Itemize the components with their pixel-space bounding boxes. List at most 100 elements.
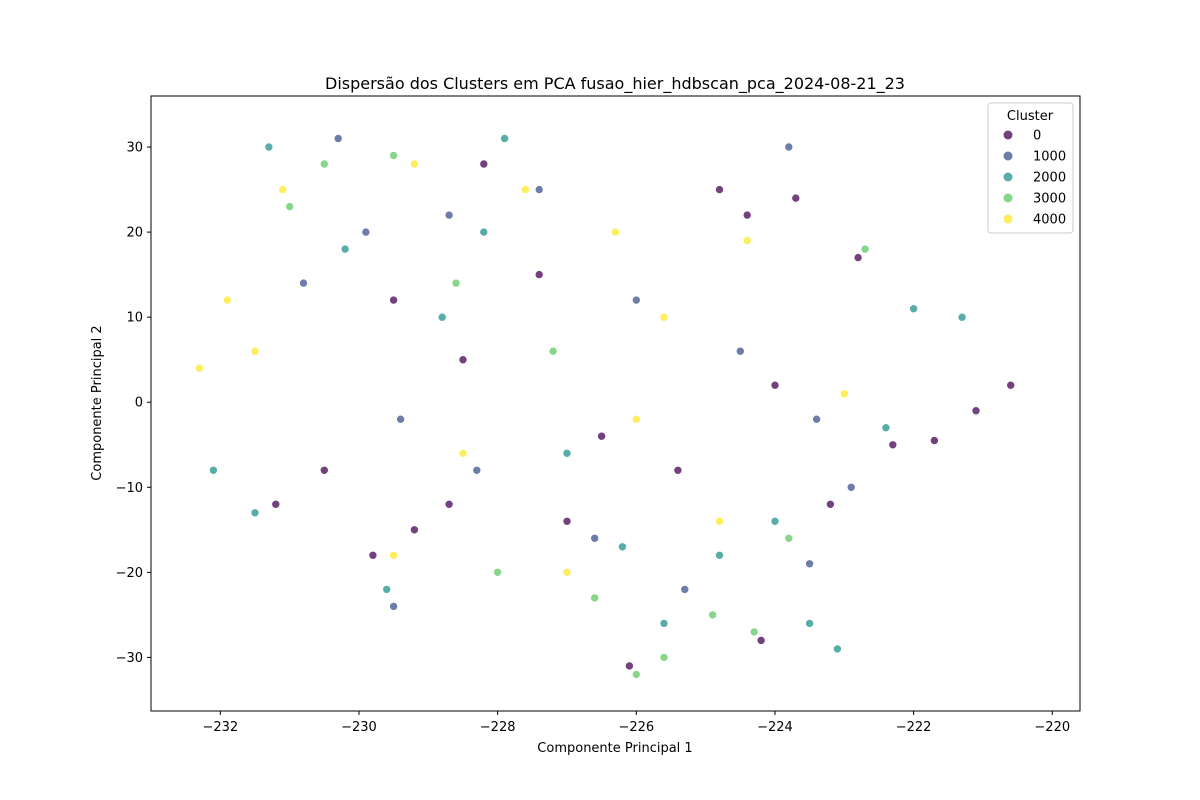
data-point-cluster-0 <box>971 406 981 416</box>
data-point-cluster-0 <box>1006 380 1016 390</box>
data-point-cluster-2000 <box>833 644 842 654</box>
data-point-cluster-1000 <box>784 142 794 152</box>
data-point-cluster-4000 <box>562 567 572 577</box>
data-point-cluster-2000 <box>264 142 274 152</box>
data-point-cluster-0 <box>562 516 572 526</box>
data-point-cluster-0 <box>715 185 724 194</box>
y-axis-ticks: −30 −20 −10 0 10 20 30 <box>116 141 151 666</box>
y-tick-label: 0 <box>135 396 143 411</box>
y-tick-label: −20 <box>116 566 143 581</box>
data-point-cluster-1000 <box>444 210 454 220</box>
data-point-cluster-2000 <box>340 244 350 254</box>
data-point-cluster-3000 <box>451 278 461 288</box>
legend-label-4000: 4000 <box>1033 213 1066 228</box>
data-point-cluster-2000 <box>500 134 509 143</box>
data-point-cluster-1000 <box>735 346 745 356</box>
y-tick-label: 20 <box>126 226 143 241</box>
data-point-cluster-2000 <box>382 585 392 594</box>
data-point-cluster-2000 <box>805 619 814 628</box>
data-point-cluster-4000 <box>659 312 669 322</box>
y-tick-label: 10 <box>126 311 143 326</box>
data-point-cluster-2000 <box>957 312 967 322</box>
data-point-cluster-1000 <box>805 559 814 569</box>
x-tick-label: −228 <box>480 720 516 735</box>
data-point-cluster-1000 <box>590 533 600 543</box>
legend-marker-2000 <box>1003 172 1013 182</box>
legend-marker-4000 <box>1003 214 1013 224</box>
data-point-cluster-4000 <box>410 159 419 169</box>
data-point-cluster-4000 <box>278 185 288 194</box>
data-point-cluster-2000 <box>770 516 780 526</box>
data-point-cluster-3000 <box>631 670 641 679</box>
data-point-cluster-0 <box>444 499 454 509</box>
data-point-cluster-2000 <box>562 448 572 458</box>
data-point-cluster-1000 <box>534 185 544 194</box>
data-point-cluster-0 <box>930 436 939 445</box>
data-point-cluster-1000 <box>389 602 398 611</box>
data-point-cluster-1000 <box>680 585 690 594</box>
data-point-cluster-3000 <box>319 159 329 169</box>
x-tick-label: −224 <box>757 720 793 735</box>
data-point-cluster-0 <box>597 431 606 441</box>
data-point-cluster-2000 <box>479 227 489 237</box>
data-point-cluster-0 <box>479 159 489 169</box>
x-axis-label: Componente Principal 1 <box>537 741 692 756</box>
data-point-cluster-4000 <box>250 346 260 356</box>
data-point-cluster-2000 <box>881 423 891 433</box>
data-point-cluster-1000 <box>396 414 405 424</box>
data-point-cluster-4000 <box>742 236 752 245</box>
legend-label-3000: 3000 <box>1033 192 1066 207</box>
legend: Cluster 0 1000 2000 3000 4000 <box>987 102 1074 234</box>
data-point-cluster-0 <box>770 380 780 390</box>
data-point-cluster-1000 <box>361 227 371 237</box>
legend-items: 0 1000 2000 3000 4000 <box>1003 129 1066 228</box>
data-point-cluster-1000 <box>812 414 821 424</box>
data-point-cluster-3000 <box>784 533 794 543</box>
legend-marker-1000 <box>1003 151 1013 161</box>
data-point-cluster-3000 <box>708 610 717 620</box>
data-point-cluster-4000 <box>715 516 724 526</box>
data-point-cluster-2000 <box>618 542 627 552</box>
data-point-cluster-3000 <box>749 627 759 637</box>
x-tick-label: −220 <box>1034 720 1070 735</box>
data-point-cluster-0 <box>271 499 281 509</box>
data-point-cluster-4000 <box>458 448 468 458</box>
data-point-cluster-4000 <box>389 550 398 560</box>
data-point-cluster-1000 <box>846 482 856 492</box>
data-point-cluster-0 <box>826 499 835 509</box>
axes-frame <box>150 95 1081 712</box>
data-point-cluster-1000 <box>299 278 308 288</box>
data-point-cluster-3000 <box>493 567 502 577</box>
data-point-cluster-0 <box>319 465 329 475</box>
data-point-cluster-2000 <box>715 550 724 560</box>
data-point-cluster-0 <box>534 270 544 279</box>
data-point-cluster-0 <box>410 525 419 535</box>
data-point-cluster-4000 <box>839 389 849 399</box>
x-tick-label: −230 <box>341 720 377 735</box>
data-point-cluster-0 <box>368 550 378 560</box>
data-point-cluster-0 <box>389 295 398 305</box>
data-point-cluster-2000 <box>209 465 218 475</box>
legend-label-0: 0 <box>1033 129 1041 144</box>
data-point-cluster-2000 <box>437 312 447 322</box>
data-point-cluster-2000 <box>250 508 260 518</box>
chart-title: Dispersão dos Clusters em PCA fusao_hier… <box>325 74 905 94</box>
y-axis-label: Componente Principal 2 <box>90 325 105 480</box>
data-point-cluster-3000 <box>590 593 600 603</box>
legend-label-2000: 2000 <box>1033 171 1066 186</box>
data-point-cluster-4000 <box>195 363 204 373</box>
data-point-cluster-1000 <box>333 134 343 143</box>
data-point-cluster-3000 <box>548 346 558 356</box>
data-point-cluster-4000 <box>223 295 232 305</box>
data-point-cluster-0 <box>888 440 898 450</box>
data-point-cluster-0 <box>625 661 634 671</box>
data-point-cluster-0 <box>756 636 766 645</box>
y-tick-label: −10 <box>116 481 143 496</box>
data-point-cluster-3000 <box>389 151 398 160</box>
y-tick-label: 30 <box>126 141 143 156</box>
data-point-cluster-0 <box>742 210 752 220</box>
y-tick-label: −30 <box>116 651 143 666</box>
legend-label-1000: 1000 <box>1033 150 1066 165</box>
x-tick-label: −222 <box>896 720 932 735</box>
